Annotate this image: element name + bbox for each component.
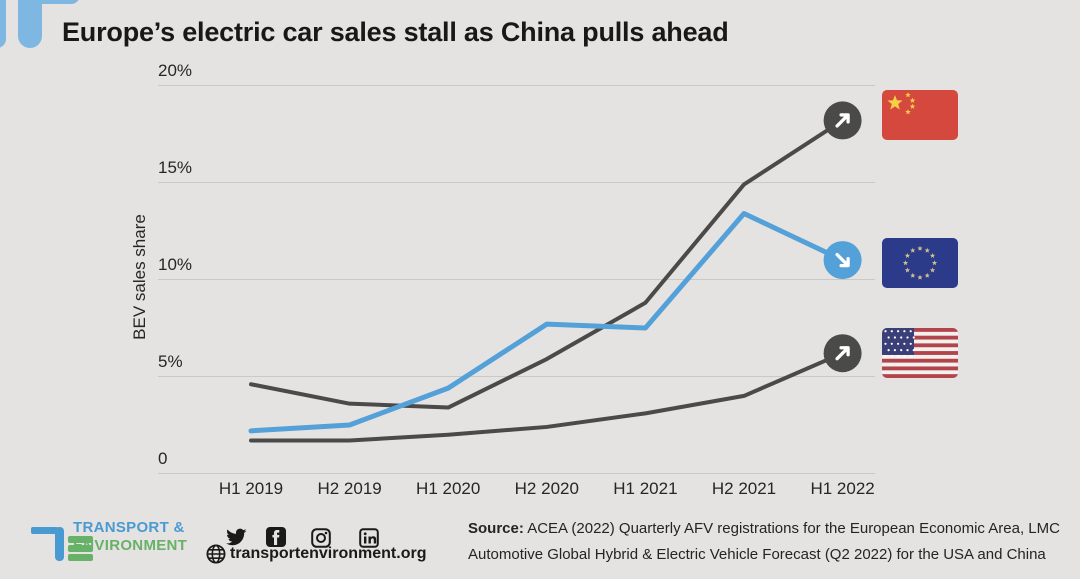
x-tick-label: H1 2022 (810, 479, 875, 498)
usa-line (249, 351, 845, 443)
decorative-quote-shape (30, 0, 80, 4)
website-link[interactable]: transportenvironment.org (206, 544, 426, 564)
y-tick-label: 10% (158, 254, 193, 274)
x-tick-label: H2 2019 (317, 479, 382, 498)
x-tick-label: H2 2020 (514, 479, 579, 498)
x-tick-label: H1 2019 (218, 479, 284, 498)
eu-line (248, 211, 846, 434)
te-logo-mark (68, 536, 93, 543)
usa-flag (882, 328, 958, 378)
logo-text-transport: TRANSPORT & (73, 519, 185, 536)
decorative-edge-shape (0, 0, 6, 48)
y-tick-label: 0 (158, 448, 168, 468)
x-tick-label: H1 2021 (613, 479, 678, 498)
y-tick-label: 15% (158, 157, 193, 177)
y-tick-label: 20% (158, 60, 193, 80)
chart-title: Europe’s electric car sales stall as Chi… (62, 17, 729, 47)
te-logo-mark (55, 527, 64, 561)
china-line (249, 118, 845, 410)
x-tick-label: H1 2020 (416, 479, 481, 498)
x-tick-label: H2 2021 (711, 479, 777, 498)
facebook-icon[interactable] (266, 527, 286, 547)
te-logo-mark (68, 554, 93, 561)
source-note: Source: ACEA (2022) Quarterly AFV regist… (468, 516, 1064, 568)
website-url: transportenvironment.org (230, 545, 427, 562)
globe-icon (206, 544, 226, 564)
china-arrow-up-right-icon (823, 101, 862, 140)
te-logo-mark (68, 545, 93, 552)
eu-arrow-down-right-icon (823, 241, 862, 280)
source-text: ACEA (2022) Quarterly AFV registrations … (468, 520, 1060, 563)
instagram-icon[interactable] (311, 528, 331, 548)
usa-arrow-up-right-icon (823, 334, 862, 373)
eu-flag (882, 238, 958, 288)
logo-text-environment: ENVIRONMENT (73, 537, 188, 554)
source-label: Source: (468, 520, 524, 537)
twitter-icon[interactable] (225, 528, 247, 547)
china-flag (882, 90, 958, 140)
te-logo-text: TRANSPORT & ENVIRONMENT (73, 519, 187, 555)
y-tick-label: 5% (158, 351, 183, 371)
te-logo-mark (31, 527, 58, 534)
linkedin-icon[interactable] (359, 528, 379, 548)
decorative-quote-shape (18, 0, 42, 48)
